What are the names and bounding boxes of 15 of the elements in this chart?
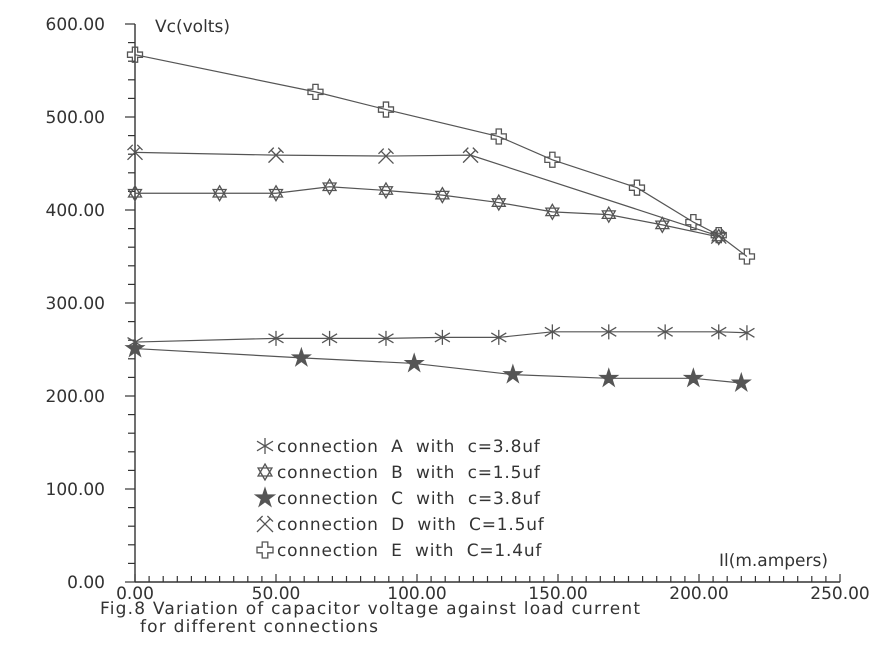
y-axis-title: Vc(volts) xyxy=(155,16,230,37)
y-tick-label: 300.00 xyxy=(46,294,105,314)
y-tick-label: 400.00 xyxy=(46,200,105,221)
y-tick-label: 600.00 xyxy=(46,14,105,35)
x-tick-label: 250.00 xyxy=(810,584,870,604)
y-tick-label: 100.00 xyxy=(46,480,105,500)
x-tick-label: 200.00 xyxy=(669,584,729,604)
legend-label: connection E with C=1.4uf xyxy=(277,541,542,561)
legend-label: connection A with c=3.8uf xyxy=(277,437,541,457)
x-axis-title: Il(m.ampers) xyxy=(718,551,828,571)
y-tick-label: 200.00 xyxy=(46,386,105,407)
legend-label: connection C with c=3.8uf xyxy=(277,489,542,509)
y-tick-label: 500.00 xyxy=(46,108,105,128)
legend-label: connection B with c=1.5uf xyxy=(277,463,541,483)
legend-label: connection D with C=1.5uf xyxy=(277,515,545,535)
